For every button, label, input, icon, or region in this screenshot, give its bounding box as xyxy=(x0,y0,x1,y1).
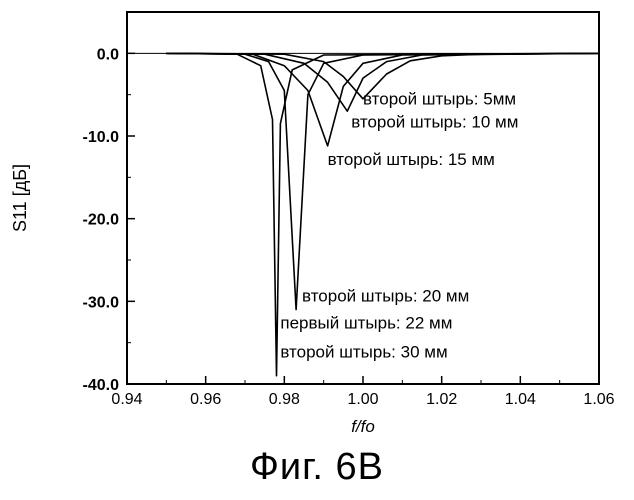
x-tick-label-7: 1.06 xyxy=(583,391,614,408)
x-tick-label-6: 1.04 xyxy=(505,391,536,408)
y-tick-label-1: 0.0 xyxy=(97,46,119,63)
y-axis-label: S11 [дБ] xyxy=(10,164,30,232)
x-axis-label: f/fo xyxy=(351,417,375,436)
x-tick-label-3: 0.98 xyxy=(269,391,300,408)
x-tick-label-4: 1.00 xyxy=(347,391,378,408)
x-tick-label-2: 0.96 xyxy=(190,391,221,408)
y-tick-label-3: -20.0 xyxy=(83,212,120,229)
y-tick-label-4: -30.0 xyxy=(83,294,120,311)
annotation-6: второй штырь: 30 мм xyxy=(280,343,447,362)
annotations: второй штырь: 5мм второй штырь: 10 мм втор… xyxy=(280,90,518,362)
y-tick-label-2: -10.0 xyxy=(83,129,120,146)
annotation-5: первый штырь: 22 мм xyxy=(280,314,452,333)
figure-caption: Фиг. 6B xyxy=(0,446,634,489)
annotation-1: второй штырь: 5мм xyxy=(363,90,516,109)
x-axis: 0.94 0.96 0.98 1.00 1.02 1.04 1.06 xyxy=(111,376,614,408)
annotation-2: второй штырь: 10 мм xyxy=(351,113,518,132)
chart: 0.0-10.0-20.0-30.0-40.0 0.940.960.981.00… xyxy=(0,0,634,440)
x-tick-label-1: 0.94 xyxy=(111,391,142,408)
x-tick-label-5: 1.02 xyxy=(426,391,457,408)
annotation-4: второй штырь: 20 мм xyxy=(302,286,469,305)
annotation-3: второй штырь: 15 мм xyxy=(328,150,495,169)
